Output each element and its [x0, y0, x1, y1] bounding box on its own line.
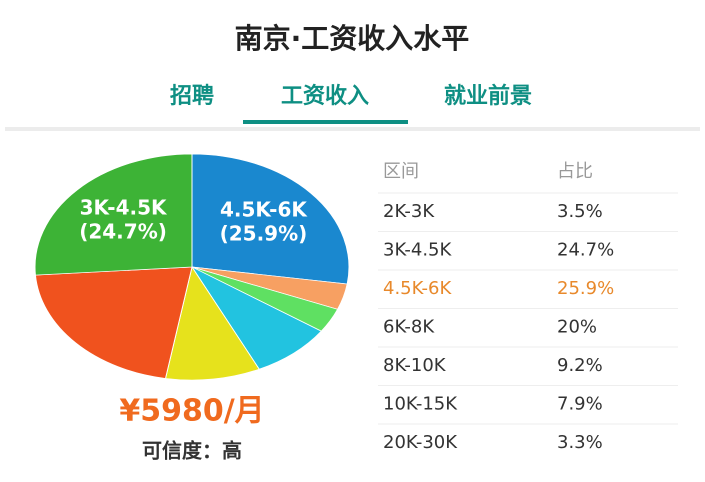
slice-value-label: (25.9%) [220, 221, 308, 245]
share-cell: 24.7% [557, 240, 614, 261]
pie-slice [34, 266, 193, 379]
share-cell: 3.5% [557, 201, 603, 222]
range-cell: 6K-8K [383, 317, 435, 338]
slice-label: 3K-4.5K [80, 195, 168, 219]
share-cell: 3.3% [557, 432, 603, 453]
slice-label: 4.5K-6K [220, 197, 308, 221]
pie-slice [164, 265, 260, 381]
range-cell: 3K-4.5K [383, 240, 452, 261]
range-cell: 10K-15K [383, 394, 458, 415]
table-header: 区间 [383, 161, 419, 182]
share-cell: 7.9% [557, 394, 603, 415]
pie-slice [34, 153, 193, 276]
range-cell: 8K-10K [383, 355, 447, 376]
table-header: 占比 [557, 161, 593, 182]
share-cell: 25.9% [557, 278, 614, 299]
pie [34, 153, 350, 381]
range-cell: 20K-30K [383, 432, 458, 453]
pie-slice [191, 153, 350, 285]
share-cell: 20% [557, 317, 597, 338]
tab-active[interactable]: 工资收入 [281, 83, 369, 109]
slice-value-label: (24.7%) [79, 219, 167, 243]
tab[interactable]: 就业前景 [444, 83, 532, 109]
tab[interactable]: 招聘 [170, 84, 214, 109]
tab-underline [243, 120, 408, 124]
salary: ¥5980/月 [119, 394, 264, 429]
table: 区间 占比 2K-3K 3.5% 3K-4.5K 24.7% 4.5K-6K 25.9% 6K-… [378, 161, 678, 453]
range-cell: 2K-3K [383, 201, 435, 222]
credibility: 可信度：高 [142, 439, 242, 463]
range-cell: 4.5K-6K [383, 278, 452, 299]
share-cell: 9.2% [557, 355, 603, 376]
page-title: 南京·工资收入水平 [235, 22, 470, 55]
separator [5, 127, 700, 131]
